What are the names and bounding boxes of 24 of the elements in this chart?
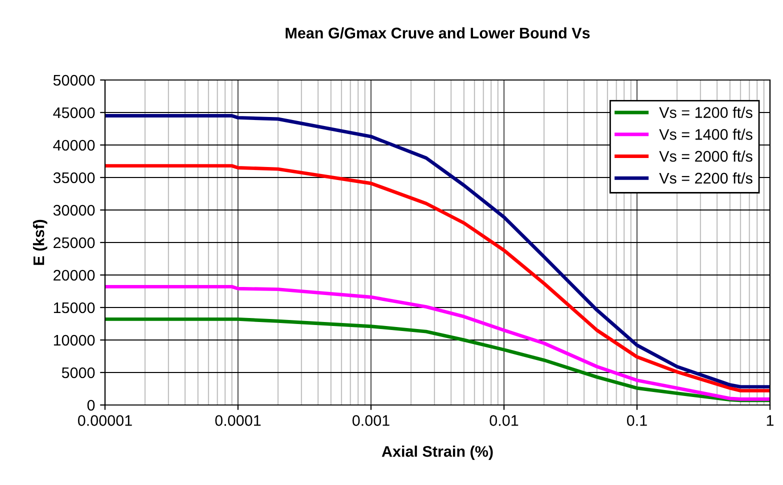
- x-tick-label: 0.00001: [78, 415, 132, 426]
- y-tick-label: 10000: [54, 334, 95, 346]
- y-axis-title: E (ksf): [33, 220, 48, 265]
- y-tick-label: 25000: [54, 237, 95, 248]
- legend-label: Vs = 2000 ft/s: [659, 150, 752, 162]
- y-tick-label: 30000: [53, 204, 95, 216]
- x-tick-label: 0.001: [352, 415, 390, 426]
- chart-title: Mean G/Gmax Cruve and Lower Bound Vs: [286, 27, 590, 39]
- x-tick-label: 0.1: [626, 415, 647, 426]
- y-tick-label: 40000: [53, 140, 95, 151]
- y-tick-label: 15000: [54, 302, 95, 314]
- y-tick-label: 45000: [53, 107, 95, 118]
- legend-label: Vs = 1200 ft/s: [659, 106, 752, 118]
- y-tick-label: 5000: [62, 367, 95, 378]
- x-tick-label: 0.0001: [215, 415, 261, 426]
- y-tick-label: 50000: [53, 74, 95, 86]
- x-tick-label: 1: [766, 415, 774, 426]
- legend-label: Vs = 2200 ft/s: [659, 172, 752, 184]
- y-tick-label: 0: [87, 400, 95, 411]
- x-tick-label: 0.01: [490, 415, 518, 426]
- y-tick-label: 20000: [54, 270, 95, 281]
- x-axis-title: Axial Strain (%): [382, 446, 493, 460]
- legend-label: Vs = 1400 ft/s: [659, 128, 752, 140]
- y-tick-label: 35000: [53, 172, 95, 184]
